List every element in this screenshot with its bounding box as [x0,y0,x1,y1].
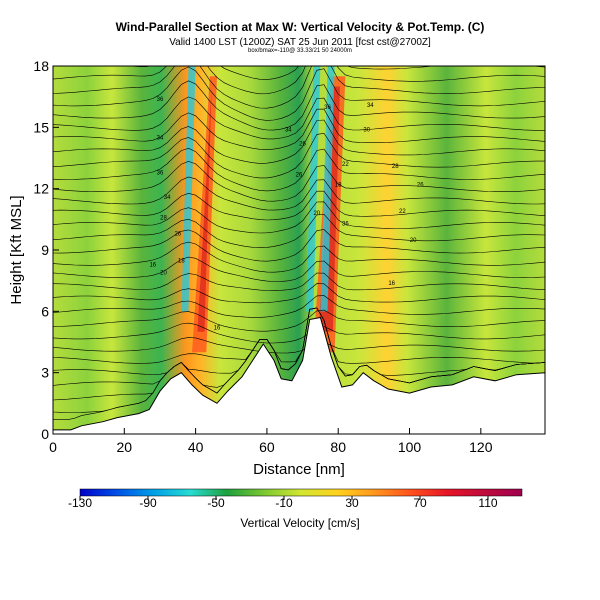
theta-contour-line [53,119,545,164]
y-tick-label: 15 [33,119,49,135]
y-tick-label: 12 [33,181,49,197]
x-tick-label: 100 [398,439,422,455]
theta-contour-line [53,256,545,282]
downdraft-band [306,66,321,312]
contour-label: 16 [214,326,221,332]
theta-contour-line [53,66,545,109]
colorbar-tick-label: -50 [207,496,225,510]
y-axis-label: Height [Kft MSL] [8,195,25,304]
contour-label: 16 [388,281,395,287]
theta-contour-line [53,190,545,221]
chart-subtitle: Valid 1400 LST (1200Z) SAT 25 Jun 2011 [… [169,37,431,48]
contour-label: 34 [157,136,164,142]
y-tick-label: 6 [41,303,49,319]
contour-label: 36 [157,97,164,103]
contour-label: 26 [296,172,303,178]
theta-contour-line [53,66,545,95]
theta-contour-line [53,160,545,202]
theta-contour-line [53,147,545,192]
theta-contour-line [53,96,545,140]
x-tick-label: 40 [188,439,204,455]
theta-contour-line [53,176,545,211]
y-axis: 0 3 6 9 12 15 18 [33,58,59,442]
colorbar-ticks: -130 -90 -50 -10 30 70 110 [68,496,498,510]
contour-label: 26 [417,183,424,189]
contour-label: 20 [410,238,417,244]
contour-label: 34 [367,103,374,109]
theta-contour-line [53,213,545,249]
updraft-core [197,86,212,332]
theta-contour-line [53,283,545,304]
colorbar-label: Vertical Velocity [cm/s] [240,516,359,530]
colorbar [79,488,523,497]
contour-label: 22 [342,162,349,168]
x-axis-label: Distance [nm] [253,461,345,478]
colorbar-tick-label: -130 [68,496,92,510]
chart-subtitle-small: box/bmax=-110@ 33.33/21 50 24000m [248,48,352,54]
x-tick-label: 20 [117,439,133,455]
colorbar-tick-label: 30 [345,496,359,510]
terrain [53,316,545,434]
theta-contour-line [53,337,545,354]
contour-label: 18 [335,183,342,189]
colorbar-tick-label: -10 [275,496,293,510]
theta-contour-line [53,229,545,262]
theta-contour-line [53,307,545,364]
y-tick-label: 18 [33,58,49,74]
theta-contour-line [53,108,545,151]
chart-title: Wind-Parallel Section at Max W: Vertical… [115,20,485,34]
x-axis: 0 20 40 60 80 100 120 [49,428,493,455]
contour-label: 28 [160,215,167,221]
theta-contour-line [53,309,545,332]
y-tick-label: 9 [41,242,49,258]
theta-contour-line [53,201,545,234]
theta-contour-line [53,295,545,318]
y-tick-label: 3 [41,365,49,381]
contour-label: 20 [160,271,167,277]
downdraft-band [181,66,196,312]
theta-contour-line [53,80,545,131]
contour-label: 16 [149,262,156,268]
y-tick-label: 0 [41,426,49,442]
contour-label: 20 [313,211,320,217]
contour-label: 22 [399,209,406,215]
x-tick-label: 60 [259,439,275,455]
theta-contour-line [53,272,545,291]
velocity-bands [181,66,346,353]
contour-label: 28 [392,164,399,170]
contour-label: 30 [363,127,370,133]
x-tick-label: 0 [49,439,57,455]
contour-label: 26 [299,142,306,148]
contour-label: 34 [164,195,171,201]
contour-label: 26 [174,232,181,238]
colorbar-tick-label: 110 [478,496,497,510]
contour-label: 36 [324,105,331,111]
theta-contour-line [53,241,545,273]
x-tick-label: 120 [469,439,493,455]
theta-contours: 36 34 36 34 28 16 26 20 18 16 36 34 26 22 18 26 20 36 34 30… [53,66,545,420]
contour-label: 34 [285,127,292,133]
theta-contour-line [53,322,545,344]
theta-contour-line [53,132,545,179]
theta-contour-line [53,307,545,376]
colorbar-tick-label: 70 [413,496,427,510]
contour-label: 36 [342,221,349,227]
theta-contour-line [53,66,545,121]
contour-label: 18 [178,258,185,264]
contour-label: 36 [157,170,164,176]
colorbar-tick-label: -90 [139,496,157,510]
x-tick-label: 80 [330,439,346,455]
downdraft-band [320,66,335,312]
